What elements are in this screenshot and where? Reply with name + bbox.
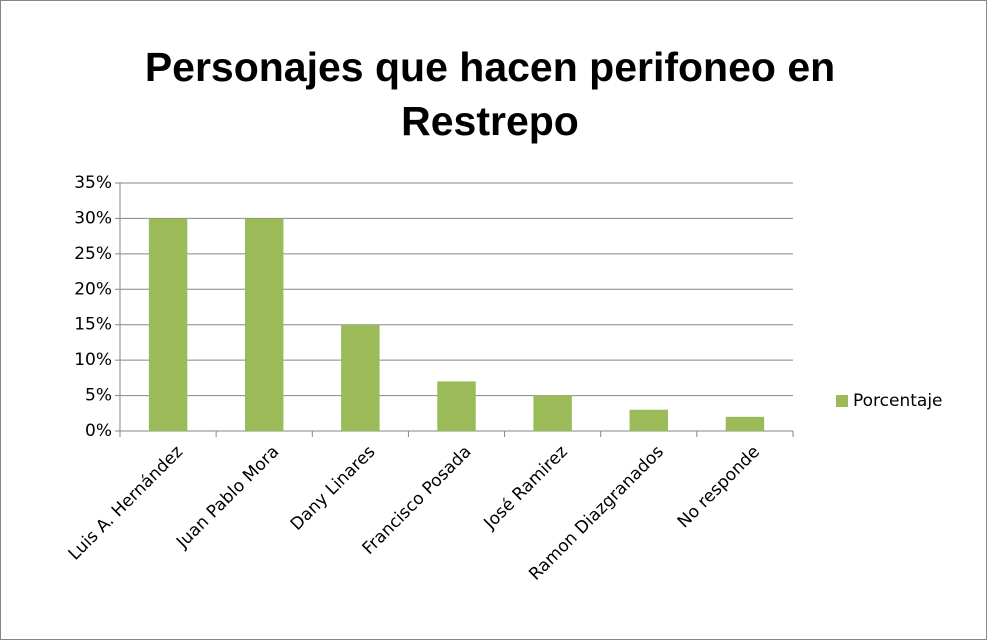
y-tick-label: 20%: [74, 279, 112, 299]
y-tick-label: 15%: [74, 315, 112, 335]
bar: [341, 324, 380, 431]
bar: [244, 218, 284, 431]
chart-title: Personajes que hacen perifoneo en Restre…: [144, 44, 836, 144]
bar: [437, 381, 476, 431]
y-tick-label: 0%: [85, 421, 112, 441]
legend-label: Porcentaje: [853, 391, 943, 411]
y-tick-label: 30%: [74, 208, 112, 228]
bar: [148, 218, 188, 431]
y-tick-label: 35%: [74, 173, 112, 193]
legend-swatch: [836, 395, 848, 407]
y-tick-label: 25%: [74, 244, 112, 264]
bar: [629, 409, 669, 431]
bar: [725, 416, 765, 431]
y-tick-label: 10%: [74, 350, 112, 370]
bar: [533, 395, 572, 431]
y-tick-label: 5%: [85, 386, 112, 406]
